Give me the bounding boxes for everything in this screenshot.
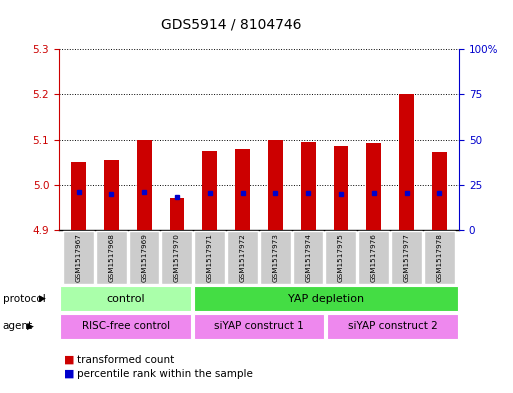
Bar	[61, 314, 191, 339]
Bar	[194, 314, 324, 339]
Text: GSM1517970: GSM1517970	[174, 233, 180, 282]
Text: ▶: ▶	[39, 294, 46, 303]
Text: siYAP construct 1: siYAP construct 1	[214, 321, 304, 331]
Text: GSM1517973: GSM1517973	[272, 233, 279, 282]
Bar	[260, 231, 290, 284]
Bar	[366, 143, 381, 230]
Bar	[432, 152, 447, 230]
Bar	[137, 140, 152, 230]
Bar	[170, 198, 185, 230]
Bar	[292, 231, 323, 284]
Bar	[203, 151, 217, 230]
Bar	[96, 231, 127, 284]
Bar	[161, 231, 192, 284]
Bar	[61, 286, 191, 311]
Bar	[424, 231, 455, 284]
Text: percentile rank within the sample: percentile rank within the sample	[77, 369, 253, 379]
Bar	[333, 146, 348, 230]
Text: control: control	[106, 294, 145, 304]
Bar	[301, 142, 315, 230]
Text: ▶: ▶	[27, 322, 33, 331]
Text: siYAP construct 2: siYAP construct 2	[348, 321, 437, 331]
Bar	[129, 231, 160, 284]
Bar	[194, 286, 458, 311]
Text: GSM1517975: GSM1517975	[338, 233, 344, 282]
Text: agent: agent	[3, 321, 33, 331]
Text: GSM1517971: GSM1517971	[207, 233, 213, 282]
Bar	[71, 162, 86, 230]
Text: GSM1517974: GSM1517974	[305, 233, 311, 282]
Bar	[391, 231, 422, 284]
Bar	[325, 231, 356, 284]
Text: GSM1517976: GSM1517976	[371, 233, 377, 282]
Text: GSM1517978: GSM1517978	[437, 233, 442, 282]
Bar	[194, 231, 225, 284]
Text: GSM1517968: GSM1517968	[108, 233, 114, 282]
Bar	[235, 149, 250, 230]
Bar	[268, 140, 283, 230]
Text: GDS5914 / 8104746: GDS5914 / 8104746	[161, 18, 301, 32]
Bar	[104, 160, 119, 230]
Text: ■: ■	[64, 354, 74, 365]
Text: GSM1517967: GSM1517967	[76, 233, 82, 282]
Text: transformed count: transformed count	[77, 354, 174, 365]
Text: ■: ■	[64, 369, 74, 379]
Bar	[227, 231, 258, 284]
Bar	[399, 94, 414, 230]
Text: protocol: protocol	[3, 294, 45, 304]
Text: YAP depletion: YAP depletion	[288, 294, 364, 304]
Bar	[327, 314, 458, 339]
Bar	[63, 231, 94, 284]
Text: RISC-free control: RISC-free control	[82, 321, 170, 331]
Text: GSM1517977: GSM1517977	[404, 233, 410, 282]
Bar	[358, 231, 389, 284]
Text: GSM1517969: GSM1517969	[141, 233, 147, 282]
Text: GSM1517972: GSM1517972	[240, 233, 246, 282]
